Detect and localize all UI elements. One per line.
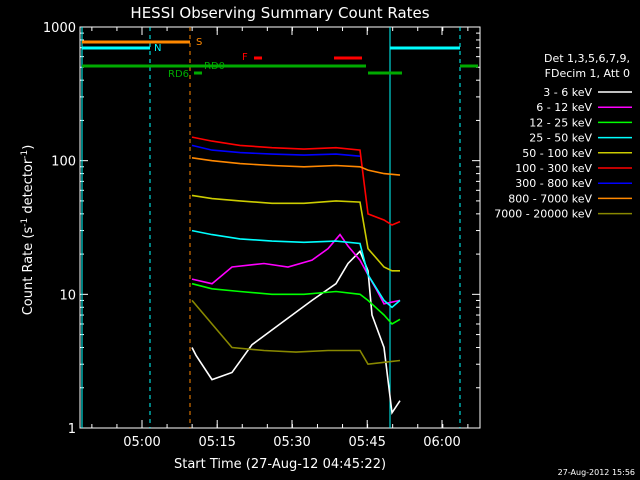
chart-title: HESSI Observing Summary Count Rates [130,4,429,22]
x-tick-label: 05:45 [348,435,385,450]
x-tick-label: 05:15 [198,435,235,450]
flag-bars: S N F RD0 RD6 [82,37,478,80]
series-line-0 [191,249,401,416]
flag-label-f: F [242,52,248,63]
y-axis-label-end: ) [21,145,36,150]
series-line-2 [191,282,401,326]
flag-label-s: S [196,37,202,48]
series-line-5 [191,136,401,226]
x-tick-label: 06:00 [423,435,460,450]
legend: Det 1,3,5,6,7,9, FDecim 1, Att 0 3 - 6 k… [494,52,632,221]
legend-item-label: 7000 - 20000 keV [494,208,592,221]
series-line-7 [191,157,401,176]
x-axis-ticks: 05:00 05:15 05:30 05:45 06:00 [91,27,469,450]
flag-label-rd6: RD6 [168,69,189,80]
x-tick-label: 05:00 [123,435,160,450]
y-axis-label-sup2: -1 [20,150,30,159]
x-axis-label: Start Time (27-Aug-12 04:45:22) [174,457,386,472]
footer-timestamp: 27-Aug-2012 15:56 [558,468,635,477]
y-tick-label: 1 [68,422,76,437]
legend-item-label: 100 - 300 keV [515,162,592,175]
y-axis-label-sup1: -1 [20,218,30,227]
y-tick-label: 100 [51,155,76,170]
plot-frame [79,26,481,429]
y-axis-label-main: Count Rate (s [21,227,36,316]
series-line-8 [191,299,401,366]
series-lines [191,136,401,416]
x-tick-label: 05:30 [273,435,310,450]
legend-title-line2: FDecim 1, Att 0 [545,67,630,80]
y-axis-label: Count Rate (s-1 detector-1) [20,145,36,316]
plot-border [79,26,481,429]
series-line-6 [191,144,361,157]
series-line-3 [191,229,401,309]
legend-item-label: 12 - 25 keV [529,116,592,129]
y-tick-label: 1000 [43,21,76,36]
legend-item-label: 50 - 100 keV [522,147,592,160]
y-tick-label: 10 [59,288,76,303]
legend-item-label: 300 - 800 keV [515,177,592,190]
legend-item-label: 800 - 7000 keV [508,192,592,205]
flag-label-rd0: RD0 [204,61,225,72]
legend-item-label: 25 - 50 keV [529,132,592,145]
flag-label-n: N [154,43,161,54]
legend-title-line1: Det 1,3,5,6,7,9, [544,52,630,65]
y-axis-ticks: 1 10 100 1000 [43,21,480,437]
legend-item-label: 6 - 12 keV [536,101,592,114]
series-line-4 [191,194,400,272]
legend-item-label: 3 - 6 keV [543,86,592,99]
y-axis-label-mid: detector [21,158,36,218]
